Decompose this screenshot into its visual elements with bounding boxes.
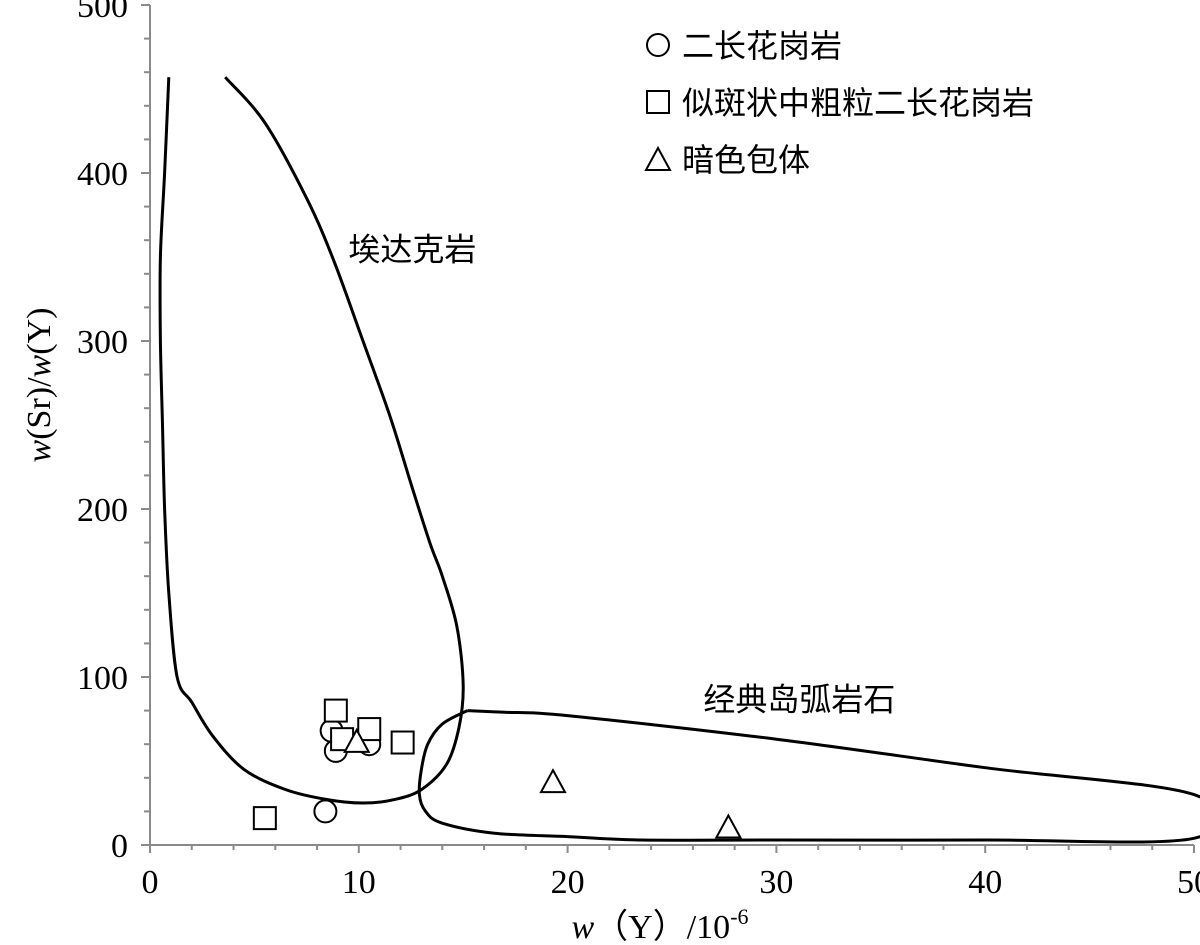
y-axis-title: w(Sr)/w(Y) [21,308,58,463]
legend-label-2: 似斑状中粗粒二长花岗岩 [682,84,1034,122]
data-point-triangle-2 [539,768,567,794]
x-tick-label: 0 [142,864,159,901]
legend-marker-circle [646,33,670,57]
y-tick-label: 0 [111,828,128,865]
x-tick-label: 40 [968,864,1002,901]
data-point-triangle-1 [343,727,371,753]
x-tick-label: 10 [342,864,376,901]
y-tick-label: 300 [77,324,128,361]
x-tick-label: 50 [1177,864,1200,901]
region-boundary-2 [417,709,1200,844]
region-boundary-1 [158,76,465,805]
region-label-2: 经典岛弧岩石 [703,681,895,719]
legend-marker-square [646,90,670,114]
x-tick-label: 20 [551,864,585,901]
x-tick-label: 30 [759,864,793,901]
points-layer [252,698,743,839]
data-point-square-4 [357,717,382,742]
legend-marker-triangle [644,145,672,171]
x-axis-title: w（Y）/10-6 [571,904,748,945]
axes-layer: 010203040500100200300400500 [77,0,1200,901]
data-point-triangle-3 [714,813,743,839]
legend-label-3: 暗色包体 [682,141,810,179]
data-point-square-1 [252,806,277,831]
data-point-square-5 [390,730,415,755]
y-tick-label: 400 [77,156,128,193]
y-tick-label: 200 [77,492,128,529]
legend-label-1: 二长花岗岩 [682,27,842,65]
data-point-square-2 [323,698,348,723]
y-tick-label: 500 [77,0,128,25]
data-point-circle-1 [313,799,338,824]
region-label-1: 埃达克岩 [348,230,476,268]
y-tick-label: 100 [77,660,128,697]
